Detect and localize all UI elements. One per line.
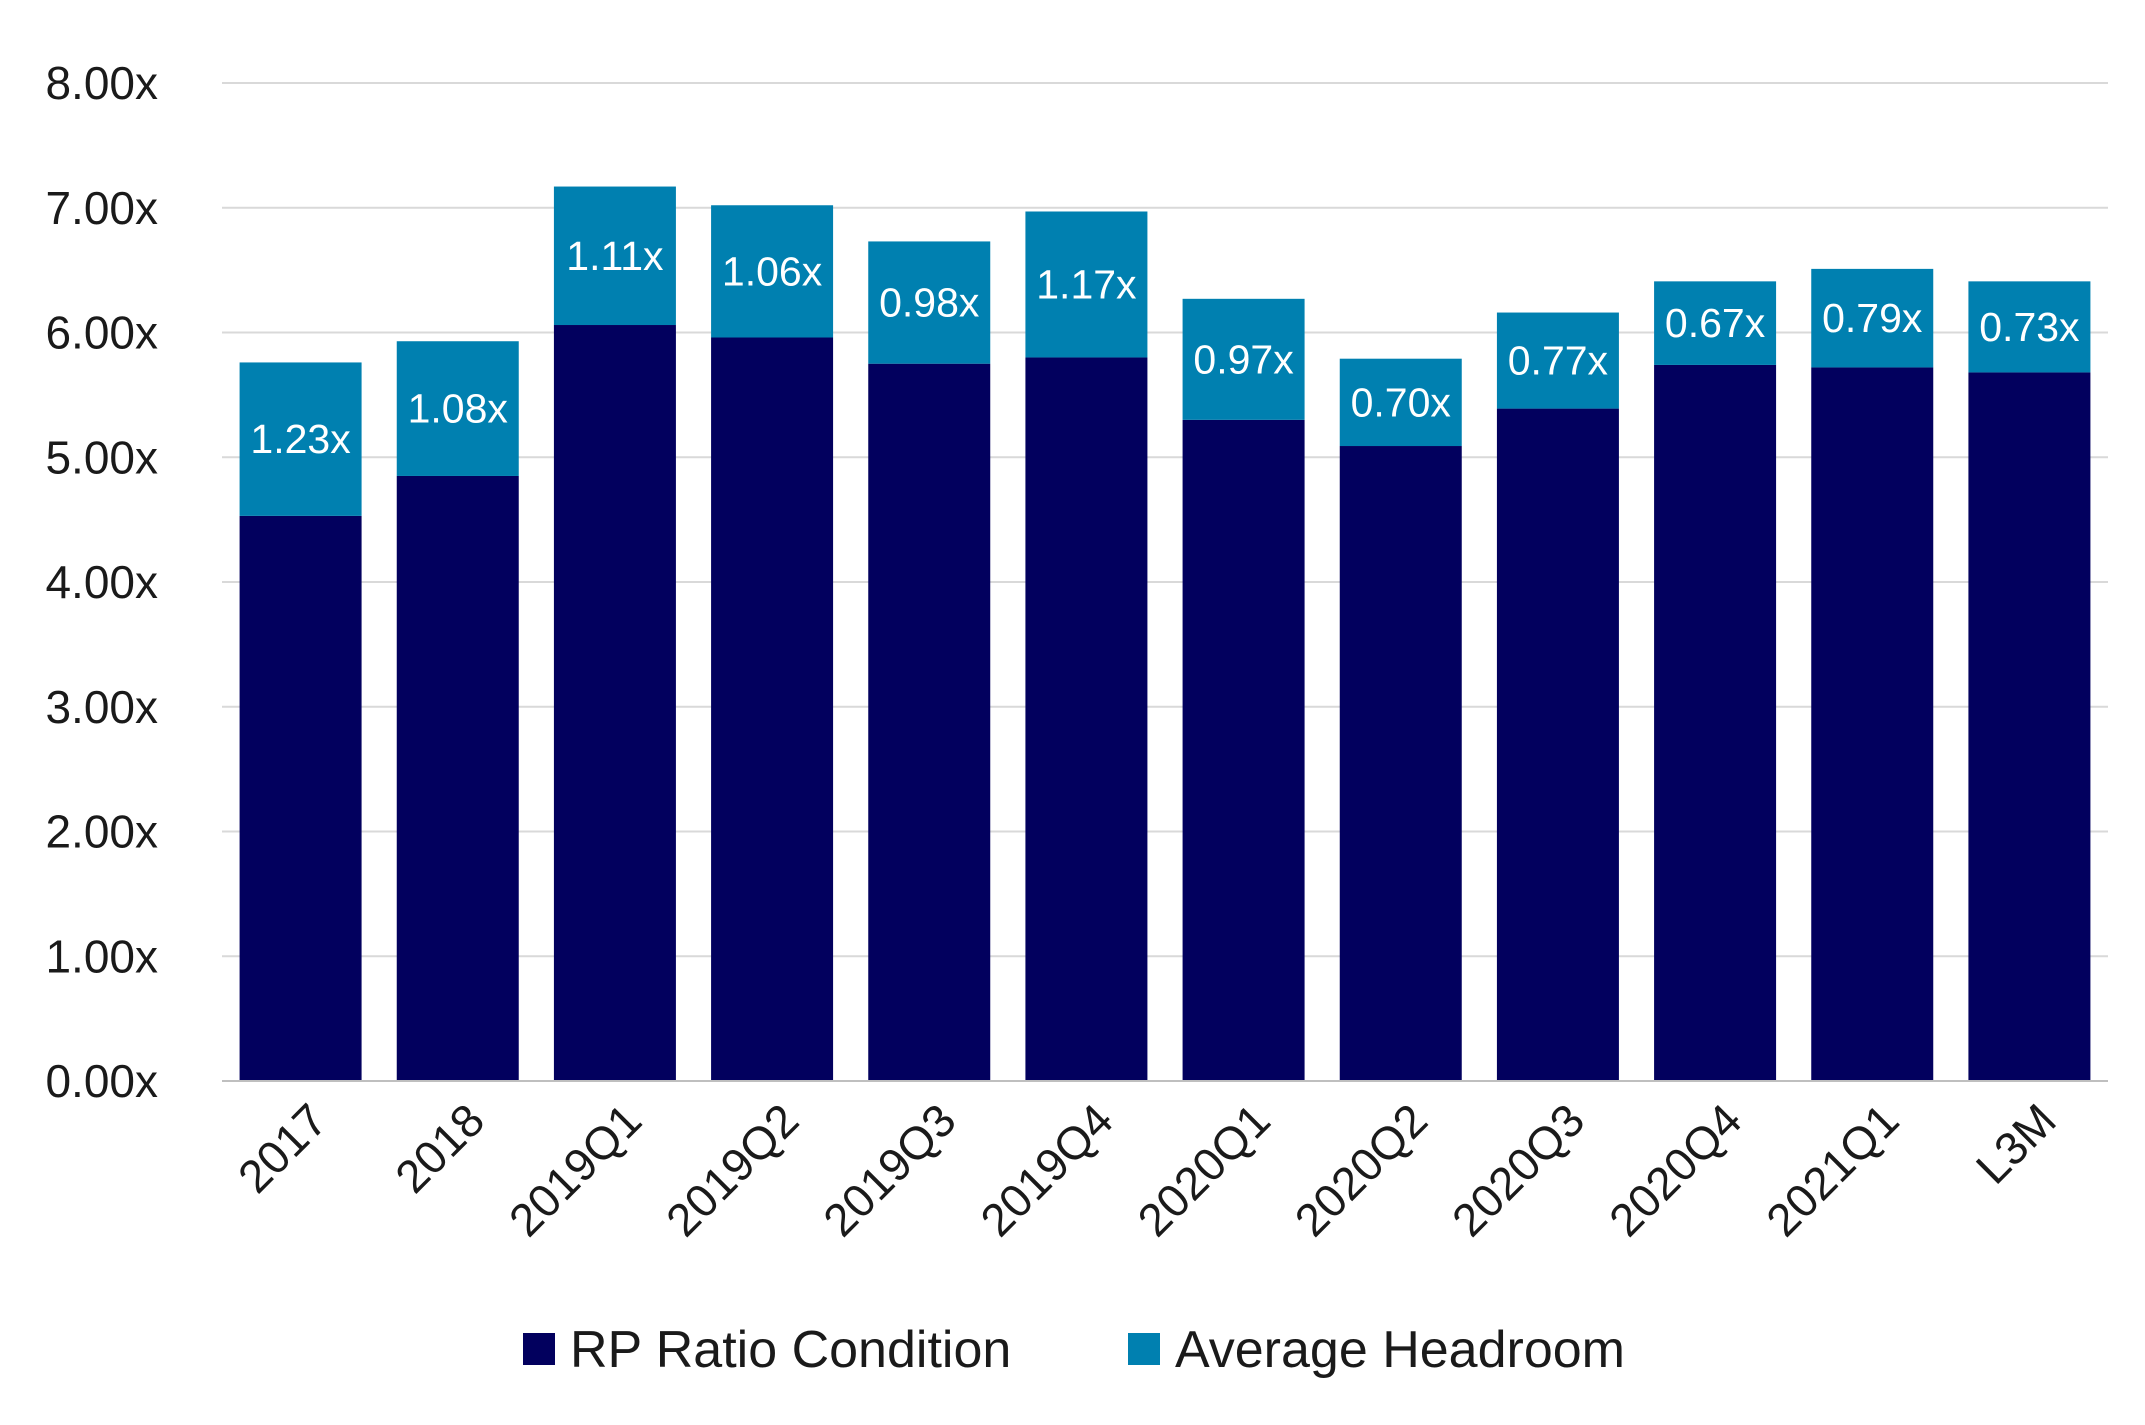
bar-rp-ratio-condition-2017 <box>239 515 362 1081</box>
data-label-2020q4: 0.67x <box>1665 300 1766 346</box>
bar-rp-ratio-condition-2019q4 <box>1025 357 1148 1081</box>
bar-rp-ratio-condition-2018 <box>396 475 519 1081</box>
y-tick-label: 3.00x <box>45 681 158 733</box>
bars <box>239 186 2091 1082</box>
x-axis-tick-labels: 2017 2018 2019Q1 2019Q2 2019Q3 2019Q4 2020Q1 20… <box>228 1094 2066 1247</box>
bar-rp-ratio-condition-2020q4 <box>1654 364 1777 1081</box>
y-tick-label: 5.00x <box>45 431 158 483</box>
x-tick-label-2019q1: 2019Q1 <box>499 1094 652 1247</box>
x-tick-label-2017: 2017 <box>228 1094 337 1203</box>
data-label-2020q1: 0.97x <box>1193 336 1294 382</box>
x-tick-label-2018: 2018 <box>385 1094 494 1203</box>
y-tick-label: 8.00x <box>45 57 158 109</box>
bar-rp-ratio-condition-l3m <box>1968 372 2091 1081</box>
bar-average-headroom-2020q3 <box>1496 312 1619 409</box>
legend: RP Ratio Condition Average Headroom <box>523 1321 1625 1379</box>
data-label-2020q2: 0.70x <box>1351 379 1452 425</box>
bar-average-headroom-2021q1 <box>1811 268 1934 368</box>
data-label-l3m: 0.73x <box>1979 304 2080 350</box>
bar-average-headroom-2019q1 <box>553 186 676 326</box>
data-labels: 1.23x 1.08x 1.11x 1.06x 0.98x 1.17x 0.97x 0.70x… <box>250 233 2080 462</box>
y-tick-label: 7.00x <box>45 182 158 234</box>
gridlines <box>222 82 2108 958</box>
y-tick-label: 2.00x <box>45 806 158 858</box>
data-label-2017: 1.23x <box>250 416 351 462</box>
x-tick-label-2020q3: 2020Q3 <box>1442 1094 1595 1247</box>
legend-label-rp-ratio-condition: RP Ratio Condition <box>570 1321 1011 1379</box>
x-tick-label-2020q4: 2020Q4 <box>1599 1094 1752 1247</box>
bar-rp-ratio-condition-2019q2 <box>711 337 834 1081</box>
x-tick-label-2019q4: 2019Q4 <box>970 1094 1123 1247</box>
y-axis-tick-labels: 0.00x 1.00x 2.00x 3.00x 4.00x 5.00x 6.00x 7.00x… <box>45 57 158 1107</box>
y-tick-label: 1.00x <box>45 930 158 982</box>
legend-label-average-headroom: Average Headroom <box>1175 1321 1625 1379</box>
x-tick-label-2019q2: 2019Q2 <box>656 1094 809 1247</box>
data-label-2019q3: 0.98x <box>879 280 980 326</box>
bar-rp-ratio-condition-2019q3 <box>868 363 991 1081</box>
bar-average-headroom-2020q4 <box>1654 281 1777 365</box>
bar-average-headroom-2019q4 <box>1025 211 1148 358</box>
bar-rp-ratio-condition-2021q1 <box>1811 367 1934 1081</box>
legend-swatch-average-headroom <box>1128 1333 1160 1365</box>
x-tick-label-l3m: L3M <box>1966 1094 2066 1194</box>
bar-average-headroom-2019q2 <box>711 205 834 338</box>
bar-average-headroom-2020q2 <box>1339 358 1462 447</box>
y-tick-label: 4.00x <box>45 556 158 608</box>
bar-rp-ratio-condition-2020q1 <box>1182 419 1305 1081</box>
data-label-2020q3: 0.77x <box>1508 338 1609 384</box>
legend-swatch-rp-ratio-condition <box>523 1333 555 1365</box>
x-tick-label-2020q1: 2020Q1 <box>1127 1094 1280 1247</box>
bar-average-headroom-l3m <box>1968 281 2091 373</box>
bar-average-headroom-2019q3 <box>868 241 991 364</box>
data-label-2019q4: 1.17x <box>1036 261 1137 307</box>
x-tick-label-2019q3: 2019Q3 <box>813 1094 966 1247</box>
data-label-2021q1: 0.79x <box>1822 295 1923 341</box>
bar-rp-ratio-condition-2020q2 <box>1339 446 1462 1082</box>
y-tick-label: 6.00x <box>45 307 158 359</box>
bar-average-headroom-2017 <box>239 362 362 516</box>
data-label-2018: 1.08x <box>408 386 509 432</box>
y-tick-label: 0.00x <box>45 1055 158 1107</box>
x-tick-label-2021q1: 2021Q1 <box>1756 1094 1909 1247</box>
data-label-2019q1: 1.11x <box>566 233 664 279</box>
x-tick-label-2020q2: 2020Q2 <box>1285 1094 1438 1247</box>
bar-rp-ratio-condition-2020q3 <box>1496 408 1619 1081</box>
bar-average-headroom-2020q1 <box>1182 298 1305 420</box>
bar-rp-ratio-condition-2019q1 <box>553 325 676 1081</box>
bar-average-headroom-2018 <box>396 341 519 476</box>
data-label-2019q2: 1.06x <box>722 248 823 294</box>
